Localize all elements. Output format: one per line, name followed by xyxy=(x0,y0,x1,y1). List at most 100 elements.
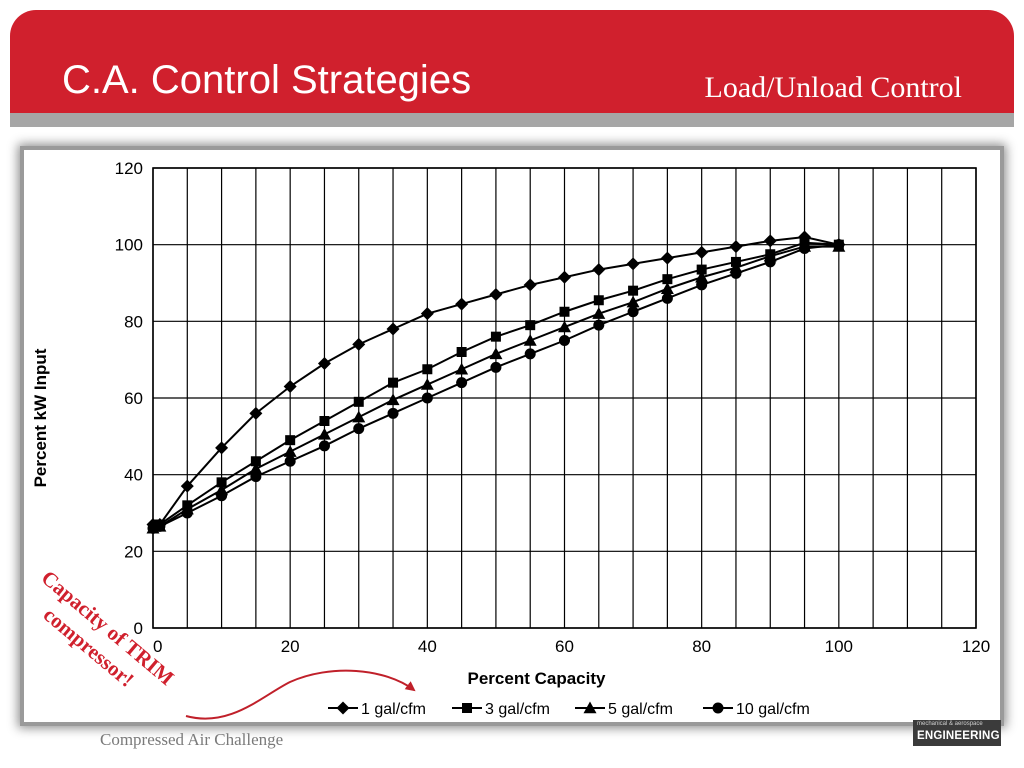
data-point xyxy=(283,445,297,457)
x-tick-label: 40 xyxy=(418,637,437,656)
data-point xyxy=(216,477,227,488)
data-point xyxy=(490,331,501,342)
data-point xyxy=(422,364,433,375)
data-point xyxy=(319,416,330,426)
data-point xyxy=(626,257,640,271)
data-point xyxy=(489,347,503,360)
data-point xyxy=(523,278,537,292)
legend-label: 1 gal/cfm xyxy=(361,701,426,718)
data-point xyxy=(250,471,262,483)
x-tick-label: 20 xyxy=(281,637,300,656)
data-point xyxy=(730,267,742,279)
x-tick-label: 100 xyxy=(825,637,853,656)
legend-marker xyxy=(462,703,472,713)
slide-title: C.A. Control Strategies xyxy=(62,58,472,102)
legend-item: 3 gal/cfm xyxy=(452,701,550,718)
legend-marker xyxy=(583,701,597,714)
plot-border xyxy=(152,167,977,629)
data-point xyxy=(763,234,777,248)
data-point xyxy=(558,270,571,284)
y-tick-label: 0 xyxy=(134,619,143,638)
legend-marker xyxy=(336,701,350,715)
data-point xyxy=(523,334,537,346)
data-point xyxy=(249,406,263,420)
data-point xyxy=(352,337,366,351)
data-point xyxy=(729,240,743,254)
data-point xyxy=(559,306,570,317)
chart-frame: 0 20 40 60 80 100 120 0 20 40 60 80 100 120 Percent Ca… xyxy=(24,150,1000,722)
x-axis-label: Percent Capacity xyxy=(468,669,606,688)
data-point xyxy=(696,264,707,275)
slide-subtitle: Load/Unload Control xyxy=(704,71,962,104)
series-line xyxy=(152,241,839,530)
series-line xyxy=(152,243,839,530)
data-point xyxy=(627,306,639,318)
data-point xyxy=(592,307,606,319)
x-tick-label: 0 xyxy=(153,637,162,656)
data-point xyxy=(695,245,709,259)
legend-label: 3 gal/cfm xyxy=(485,701,550,718)
data-point xyxy=(285,435,296,446)
legend-label: 5 gal/cfm xyxy=(608,701,673,718)
data-point xyxy=(284,455,296,467)
series-line xyxy=(152,245,839,530)
data-point xyxy=(799,243,811,254)
data-point xyxy=(353,396,364,407)
data-point xyxy=(593,295,604,306)
legend-label: 10 gal/cfm xyxy=(736,701,810,718)
data-point xyxy=(833,239,845,251)
data-point xyxy=(764,256,776,268)
data-point xyxy=(154,520,166,532)
data-point xyxy=(696,279,708,291)
data-point xyxy=(353,423,365,435)
data-point xyxy=(420,307,434,321)
legend-item: 10 gal/cfm xyxy=(703,701,810,718)
data-point xyxy=(559,335,570,346)
data-point xyxy=(318,440,330,452)
data-point xyxy=(421,392,433,404)
chart: 0 20 40 60 80 100 120 0 20 40 60 80 100 120 Percent Ca… xyxy=(31,159,990,718)
data-point xyxy=(628,285,639,296)
y-tick-label: 20 xyxy=(124,542,143,561)
data-point xyxy=(456,347,467,357)
data-point xyxy=(250,456,261,467)
y-tick-label: 120 xyxy=(115,159,143,178)
data-point xyxy=(660,282,674,294)
series-line xyxy=(153,235,840,526)
logo-main-text: ENGINEERING xyxy=(917,730,1000,742)
data-point xyxy=(180,479,194,493)
data-point xyxy=(420,378,434,390)
data-point xyxy=(216,490,228,502)
data-point xyxy=(592,263,606,277)
data-point xyxy=(558,320,571,333)
data-point xyxy=(489,288,503,301)
header-bar xyxy=(10,10,1014,113)
x-tick-label: 80 xyxy=(692,637,711,656)
data-point xyxy=(249,462,263,475)
data-point xyxy=(490,361,502,373)
legend-marker xyxy=(712,702,724,714)
data-point xyxy=(352,410,366,423)
data-point xyxy=(626,295,640,308)
data-point xyxy=(661,292,673,304)
data-point xyxy=(386,322,400,336)
logo-small-text: mechanical & aerospace xyxy=(917,721,983,727)
x-tick-label: 120 xyxy=(962,637,990,656)
data-point xyxy=(660,251,674,265)
y-tick-label: 40 xyxy=(124,466,143,485)
data-point xyxy=(317,427,331,440)
data-point xyxy=(215,441,229,455)
footer-text: Compressed Air Challenge xyxy=(100,730,284,749)
data-point xyxy=(387,407,399,419)
data-point xyxy=(283,380,297,393)
data-point xyxy=(695,270,709,283)
data-point xyxy=(181,507,193,519)
legend-item: 5 gal/cfm xyxy=(575,701,673,718)
y-tick-label: 60 xyxy=(124,389,143,408)
header-stripe xyxy=(10,113,1014,127)
y-tick-label: 100 xyxy=(115,236,143,255)
y-axis-label: Percent kW Input xyxy=(31,348,50,487)
series-circle xyxy=(147,239,845,534)
data-point xyxy=(524,348,536,360)
data-point xyxy=(455,297,469,311)
